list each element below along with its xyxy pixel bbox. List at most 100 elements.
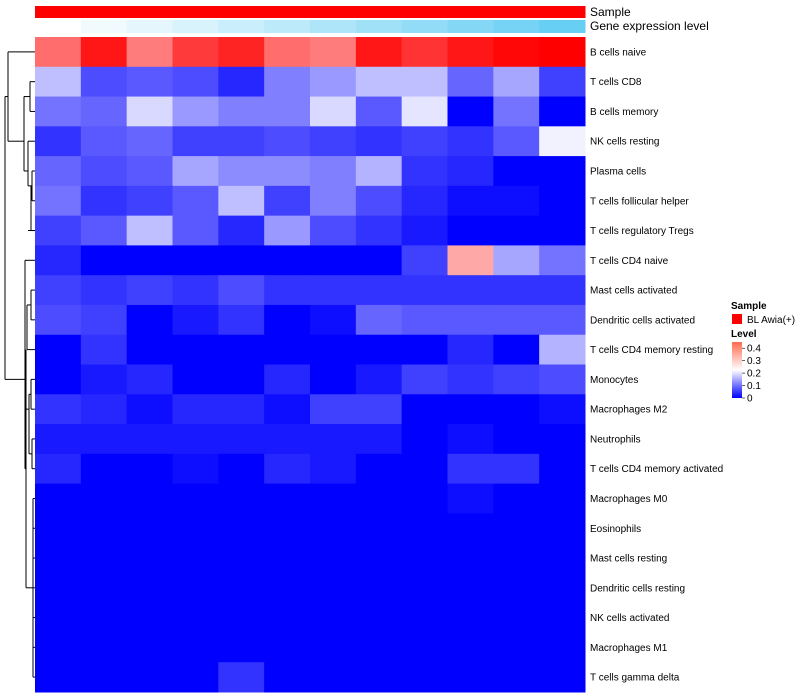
row-label: T cells CD8 bbox=[590, 77, 642, 88]
heatmap-cell bbox=[447, 364, 494, 395]
heatmap-cell bbox=[493, 304, 540, 336]
heatmap-cell bbox=[493, 185, 540, 217]
heatmap-cell bbox=[539, 37, 586, 68]
gene-annotation-cell bbox=[35, 20, 82, 33]
sample-annotation-cell bbox=[539, 6, 586, 18]
heatmap-cell bbox=[80, 602, 128, 633]
heatmap-cell bbox=[310, 364, 357, 395]
heatmap-cell bbox=[539, 96, 586, 127]
heatmap-cell bbox=[401, 304, 448, 336]
heatmap-cell bbox=[126, 364, 173, 395]
heatmap-cell bbox=[172, 513, 219, 544]
heatmap-cell bbox=[35, 424, 82, 455]
heatmap-cell bbox=[493, 602, 540, 633]
heatmap-cell bbox=[218, 245, 265, 276]
heatmap-cell bbox=[539, 483, 586, 514]
heatmap-cell bbox=[218, 215, 265, 246]
row-label: Dendritic cells resting bbox=[590, 583, 685, 594]
heatmap-cell bbox=[493, 126, 540, 157]
heatmap-cell bbox=[218, 364, 265, 395]
heatmap-cell bbox=[447, 453, 494, 485]
heatmap-cell bbox=[80, 572, 128, 604]
heatmap-cell bbox=[401, 572, 448, 604]
heatmap-cell bbox=[126, 304, 173, 336]
heatmap-cell bbox=[355, 572, 403, 604]
heatmap-cell bbox=[80, 304, 128, 336]
row-label: Neutrophils bbox=[590, 434, 641, 445]
heatmap-cell bbox=[35, 602, 82, 633]
heatmap-cell bbox=[172, 96, 219, 127]
heatmap-cell bbox=[35, 513, 82, 544]
gene-annotation-cell bbox=[126, 20, 173, 33]
heatmap-cell bbox=[218, 543, 265, 574]
heatmap-cell bbox=[172, 662, 219, 693]
heatmap-cell bbox=[447, 424, 494, 455]
legend-tick-label: 0.4 bbox=[747, 344, 761, 355]
heatmap-cell bbox=[264, 185, 311, 217]
row-label: Macrophages M0 bbox=[590, 494, 668, 505]
heatmap-cell bbox=[172, 304, 219, 336]
heatmap-cell bbox=[355, 215, 403, 246]
gene-annotation-cell bbox=[80, 20, 128, 33]
heatmap-cell bbox=[80, 483, 128, 514]
heatmap-cell bbox=[539, 215, 586, 246]
heatmap-cell bbox=[401, 245, 448, 276]
heatmap-cell bbox=[539, 275, 586, 306]
legend-sample-entry: BL Awia(+) bbox=[747, 315, 795, 326]
row-label: Macrophages M2 bbox=[590, 405, 668, 416]
heatmap-cell bbox=[493, 453, 540, 485]
heatmap-cell bbox=[218, 572, 265, 604]
heatmap-cell bbox=[126, 334, 173, 365]
row-label: T cells regulatory Tregs bbox=[590, 226, 694, 237]
legend-level-title: Level bbox=[731, 329, 757, 340]
heatmap-cell bbox=[218, 304, 265, 336]
heatmap-cell bbox=[355, 394, 403, 425]
heatmap-cell bbox=[355, 275, 403, 306]
heatmap-cell bbox=[172, 632, 219, 663]
heatmap-cell bbox=[493, 364, 540, 395]
heatmap-cell bbox=[493, 215, 540, 246]
heatmap-cell bbox=[493, 334, 540, 365]
heatmap-cell bbox=[401, 275, 448, 306]
heatmap-cell bbox=[126, 543, 173, 574]
heatmap-cell bbox=[264, 543, 311, 574]
heatmap-cell bbox=[218, 453, 265, 485]
heatmap-cell bbox=[126, 513, 173, 544]
heatmap-cell bbox=[310, 483, 357, 514]
heatmap-cell bbox=[172, 245, 219, 276]
heatmap-cell bbox=[447, 245, 494, 276]
heatmap-cell bbox=[447, 543, 494, 574]
heatmap-cell bbox=[35, 632, 82, 663]
sample-annotation-cell bbox=[126, 6, 173, 18]
heatmap-cell bbox=[401, 513, 448, 544]
heatmap-cell bbox=[80, 275, 128, 306]
heatmap-cell bbox=[264, 275, 311, 306]
heatmap-cell bbox=[264, 632, 311, 663]
row-label: T cells CD4 naive bbox=[590, 256, 669, 267]
heatmap-cell bbox=[172, 275, 219, 306]
heatmap-cell bbox=[35, 96, 82, 127]
heatmap-cell bbox=[539, 543, 586, 574]
heatmap-cell bbox=[355, 126, 403, 157]
heatmap-cell bbox=[264, 424, 311, 455]
heatmap-cell bbox=[218, 424, 265, 455]
heatmap-cell bbox=[355, 245, 403, 276]
heatmap-cell bbox=[218, 156, 265, 187]
heatmap-cell bbox=[355, 632, 403, 663]
heatmap-cell bbox=[172, 453, 219, 485]
heatmap-cell bbox=[218, 275, 265, 306]
heatmap-cell bbox=[264, 513, 311, 544]
heatmap-cell bbox=[80, 394, 128, 425]
gene-annotation-cell bbox=[401, 20, 448, 33]
heatmap-cell bbox=[401, 126, 448, 157]
heatmap-cell bbox=[126, 602, 173, 633]
heatmap-cell bbox=[447, 334, 494, 365]
row-label: Monocytes bbox=[590, 375, 638, 386]
heatmap-cell bbox=[401, 453, 448, 485]
heatmap-cell bbox=[401, 632, 448, 663]
heatmap-cell bbox=[447, 126, 494, 157]
heatmap-cell bbox=[355, 334, 403, 365]
row-label: T cells follicular helper bbox=[590, 196, 689, 207]
heatmap-cell bbox=[218, 632, 265, 663]
